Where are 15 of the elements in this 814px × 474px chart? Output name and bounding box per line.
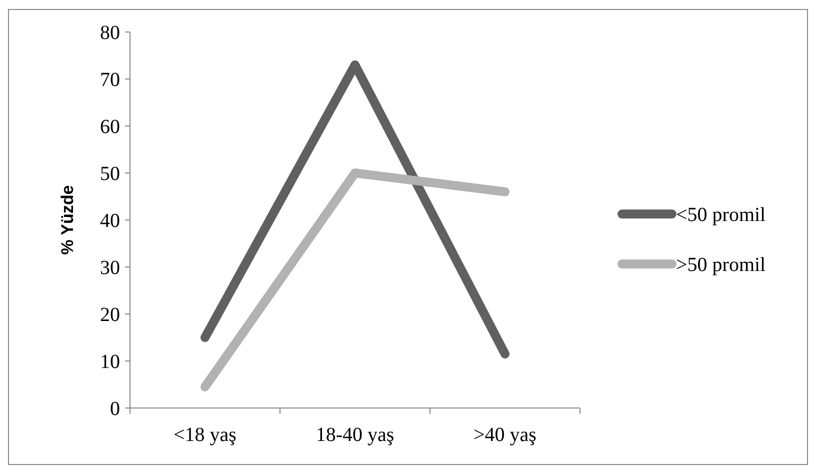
y-tick-label: 20 (100, 304, 120, 326)
y-tick-label: 0 (110, 398, 120, 420)
legend-label: <50 promil (676, 204, 766, 226)
y-tick-label: 30 (100, 257, 120, 279)
y-tick-label: 50 (100, 163, 120, 185)
y-tick-label: 80 (100, 22, 120, 44)
y-tick-label: 70 (100, 69, 120, 91)
y-axis-title: % Yüzde (58, 185, 77, 255)
y-tick-label: 10 (100, 351, 120, 373)
x-tick-label: <18 yaş (174, 424, 237, 446)
x-tick-label: >40 yaş (474, 424, 537, 446)
y-tick-label: 60 (100, 116, 120, 138)
y-tick-label: 40 (100, 210, 120, 232)
x-tick-label: 18-40 yaş (316, 424, 394, 446)
legend-label: >50 promil (676, 254, 766, 276)
